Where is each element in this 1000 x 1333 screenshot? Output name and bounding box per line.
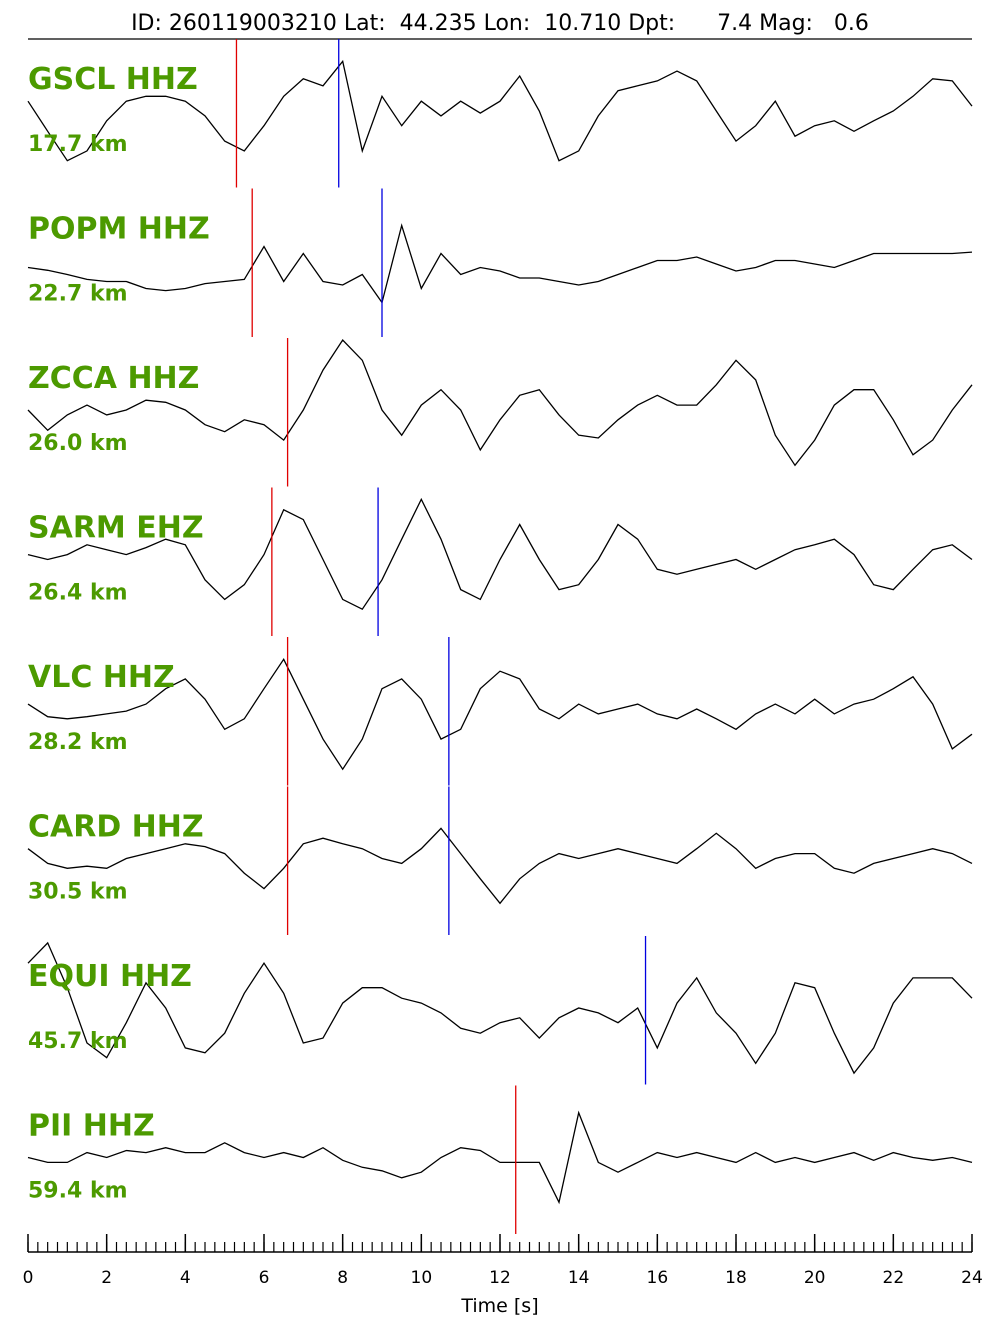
- waveform: [27, 338, 973, 467]
- x-tick-label: 10: [411, 1268, 433, 1288]
- x-tick-label: 8: [337, 1268, 348, 1288]
- waveform: [27, 223, 973, 305]
- x-tick-label: 0: [23, 1268, 34, 1288]
- x-tick-label: 18: [725, 1268, 747, 1288]
- x-tick-label: 2: [101, 1268, 112, 1288]
- x-tick-label: 16: [647, 1268, 669, 1288]
- station-name: POPM HHZ: [28, 212, 210, 247]
- x-tick-label: 24: [961, 1268, 983, 1288]
- waveform: [27, 827, 973, 905]
- waveform: [27, 1110, 973, 1205]
- station-distance: 26.0 km: [28, 431, 128, 456]
- waveform: [27, 941, 973, 1075]
- x-axis-label: Time [s]: [460, 1295, 538, 1317]
- x-tick-label: 22: [883, 1268, 905, 1288]
- station-distance: 28.2 km: [28, 730, 128, 755]
- station-name: GSCL HHZ: [28, 62, 198, 97]
- station-name: VLC HHZ: [28, 660, 175, 695]
- x-tick-label: 6: [259, 1268, 270, 1288]
- waveform: [27, 658, 973, 771]
- waveform: [27, 59, 973, 162]
- station-name: ZCCA HHZ: [28, 361, 199, 396]
- station-name: EQUI HHZ: [28, 959, 192, 994]
- station-distance: 30.5 km: [28, 880, 128, 905]
- x-tick-label: 20: [804, 1268, 826, 1288]
- station-name: PII HHZ: [28, 1109, 155, 1144]
- x-tick-label: 4: [180, 1268, 191, 1288]
- x-tick-label: 14: [568, 1268, 590, 1288]
- station-name: SARM EHZ: [28, 511, 204, 546]
- station-distance: 22.7 km: [28, 282, 128, 307]
- station-name: CARD HHZ: [28, 810, 204, 845]
- waveform: [27, 497, 973, 611]
- chart-title: ID: 260119003210 Lat: 44.235 Lon: 10.710…: [131, 11, 869, 36]
- station-distance: 26.4 km: [28, 581, 128, 606]
- x-tick-label: 12: [489, 1268, 511, 1288]
- station-distance: 59.4 km: [28, 1179, 128, 1204]
- station-distance: 17.7 km: [28, 132, 128, 157]
- station-distance: 45.7 km: [28, 1029, 128, 1054]
